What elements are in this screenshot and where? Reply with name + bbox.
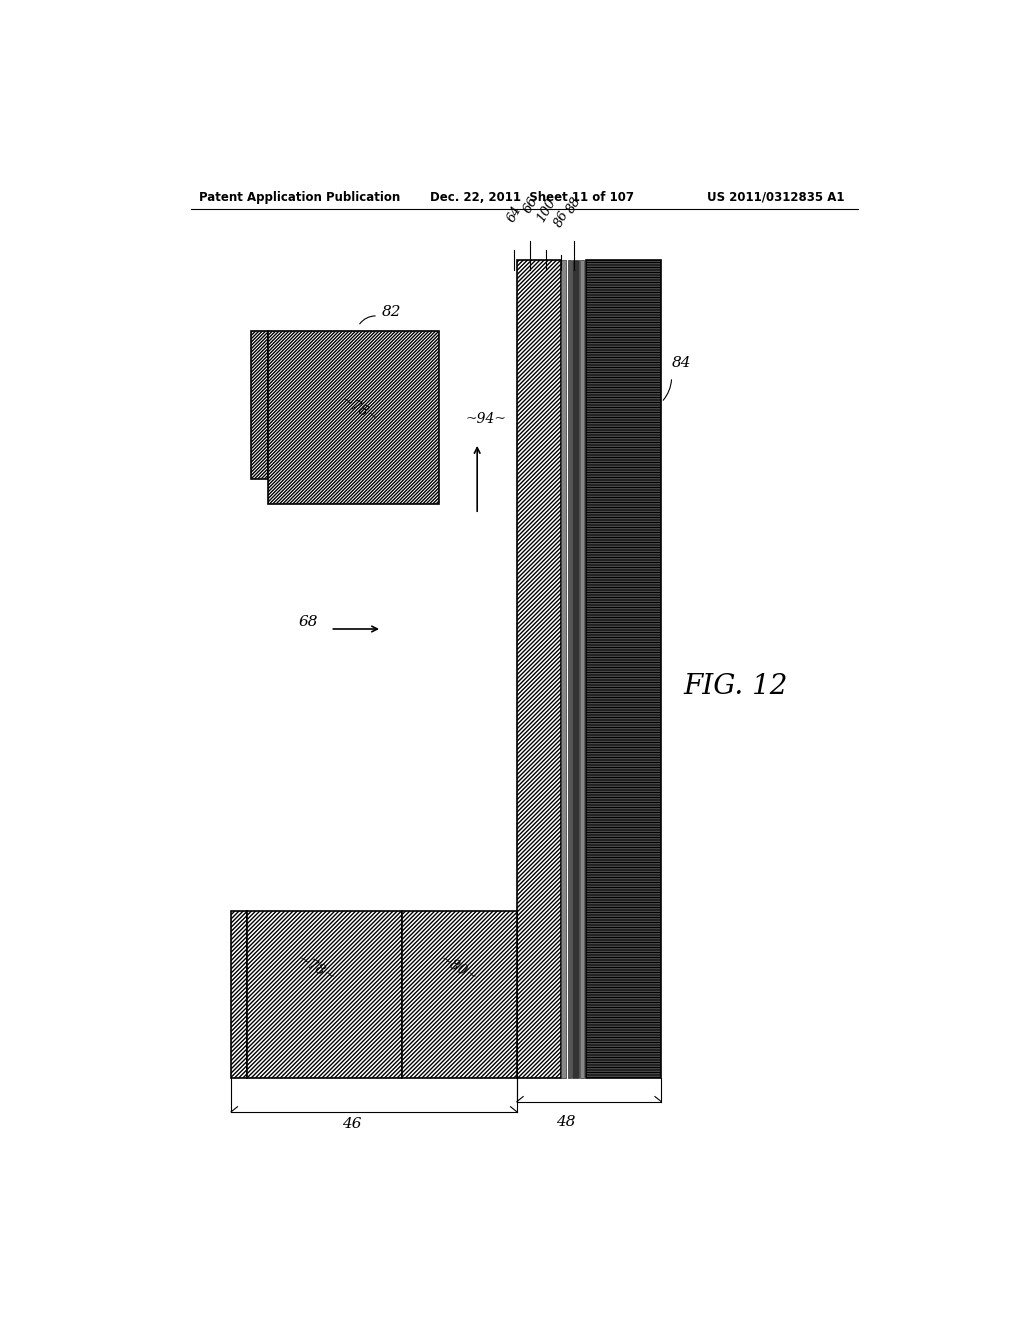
Text: FIG. 12: FIG. 12	[684, 673, 787, 701]
Text: 86: 86	[552, 209, 571, 230]
Bar	[560, 260, 566, 1078]
Text: ~80~: ~80~	[437, 952, 480, 985]
Text: 46: 46	[342, 1117, 361, 1131]
Text: ~94~: ~94~	[465, 412, 506, 425]
Text: ~78~: ~78~	[338, 393, 381, 425]
Bar	[517, 260, 560, 1078]
Bar	[586, 260, 662, 1078]
Bar	[581, 260, 585, 1078]
Bar	[572, 260, 579, 1078]
Bar	[231, 911, 247, 1078]
Text: 100: 100	[535, 197, 558, 224]
Text: Dec. 22, 2011  Sheet 11 of 107: Dec. 22, 2011 Sheet 11 of 107	[430, 191, 634, 203]
Text: 84: 84	[672, 356, 691, 370]
Bar	[251, 331, 268, 479]
Text: ~78~: ~78~	[295, 952, 337, 985]
Bar	[247, 911, 401, 1078]
Bar	[567, 260, 570, 1078]
Text: 68: 68	[299, 615, 318, 628]
Text: Patent Application Publication: Patent Application Publication	[200, 191, 400, 203]
Text: 66: 66	[520, 194, 541, 215]
Text: 82: 82	[382, 305, 401, 319]
Bar	[268, 331, 439, 504]
Text: 64: 64	[505, 203, 524, 224]
Text: US 2011/0312835 A1: US 2011/0312835 A1	[708, 191, 845, 203]
Bar	[401, 911, 517, 1078]
Text: 88: 88	[564, 194, 584, 215]
Text: 48: 48	[557, 1115, 577, 1129]
